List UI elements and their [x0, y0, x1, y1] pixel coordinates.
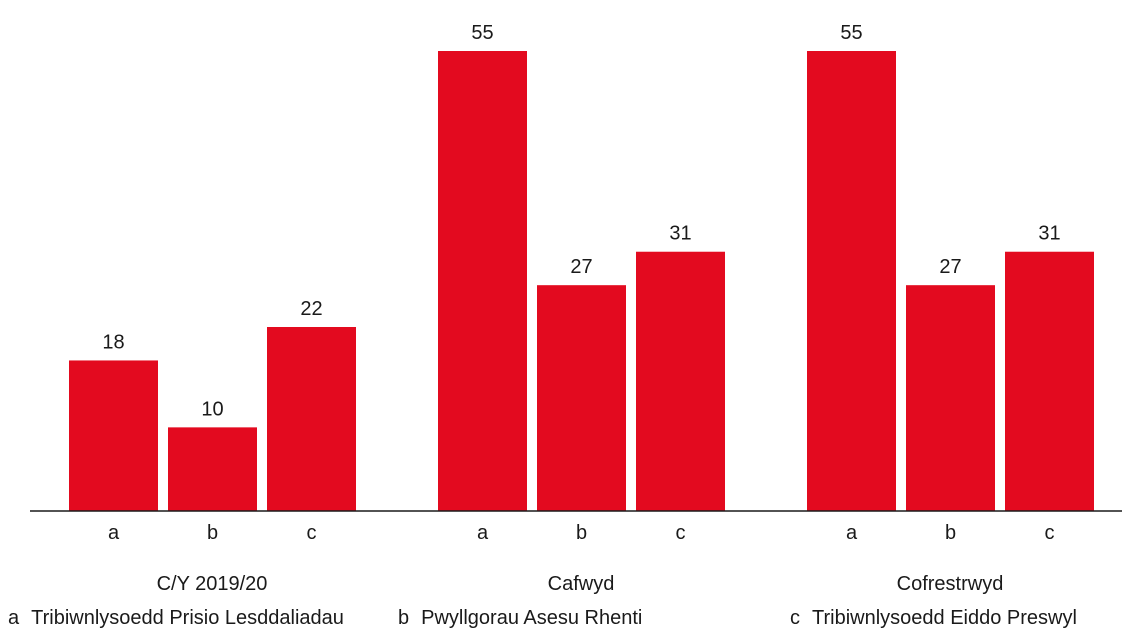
bar-2-b: [537, 285, 626, 511]
bar-3-c: [1005, 251, 1094, 511]
bar-value-label: 31: [1038, 223, 1060, 245]
group-label: Cofrestrwyd: [897, 573, 1004, 595]
bar-value-label: 27: [570, 256, 592, 278]
bar-value-label: 22: [300, 298, 322, 320]
bar-value-label: 27: [939, 256, 961, 278]
bar-1-b: [168, 427, 257, 511]
x-tick-label: a: [477, 522, 489, 544]
bar-3-a: [807, 51, 896, 511]
legend-label: Tribiwnlysoedd Eiddo Preswyl: [812, 607, 1077, 629]
legend-label: Pwyllgorau Asesu Rhenti: [421, 607, 642, 629]
legend-item-c: c Tribiwnlysoedd Eiddo Preswyl: [790, 607, 1077, 629]
x-tick-label: c: [307, 522, 317, 544]
bar-2-c: [636, 251, 725, 511]
bars-layer: 18 10 22 55 27 31 55 27 31: [69, 22, 1094, 511]
x-tick-label: a: [846, 522, 858, 544]
x-tick-label: b: [207, 522, 218, 544]
legend: a Tribiwnlysoedd Prisio Lesddaliadau b Pwyl…: [8, 607, 1077, 629]
bar-2-a: [438, 51, 527, 511]
x-tick-label: b: [576, 522, 587, 544]
group-labels: C/Y 2019/20 Cafwyd Cofrestrwyd: [157, 573, 1004, 595]
x-tick-label: a: [108, 522, 120, 544]
x-tick-label: b: [945, 522, 956, 544]
legend-key: a: [8, 607, 20, 629]
bar-value-label: 55: [471, 22, 493, 44]
group-label: C/Y 2019/20: [157, 573, 268, 595]
x-tick-label: c: [1045, 522, 1055, 544]
bar-value-label: 10: [201, 398, 223, 420]
bar-3-b: [906, 285, 995, 511]
bar-value-label: 18: [102, 331, 124, 353]
legend-item-a: a Tribiwnlysoedd Prisio Lesddaliadau: [8, 607, 344, 629]
bar-value-label: 55: [840, 22, 862, 44]
bar-value-label: 31: [669, 223, 691, 245]
x-tick-label: c: [676, 522, 686, 544]
legend-item-b: b Pwyllgorau Asesu Rhenti: [398, 607, 642, 629]
bar-1-a: [69, 360, 158, 511]
legend-label: Tribiwnlysoedd Prisio Lesddaliadau: [31, 607, 344, 629]
legend-key: b: [398, 607, 409, 629]
bar-1-c: [267, 327, 356, 511]
group-label: Cafwyd: [548, 573, 615, 595]
legend-key: c: [790, 607, 800, 629]
